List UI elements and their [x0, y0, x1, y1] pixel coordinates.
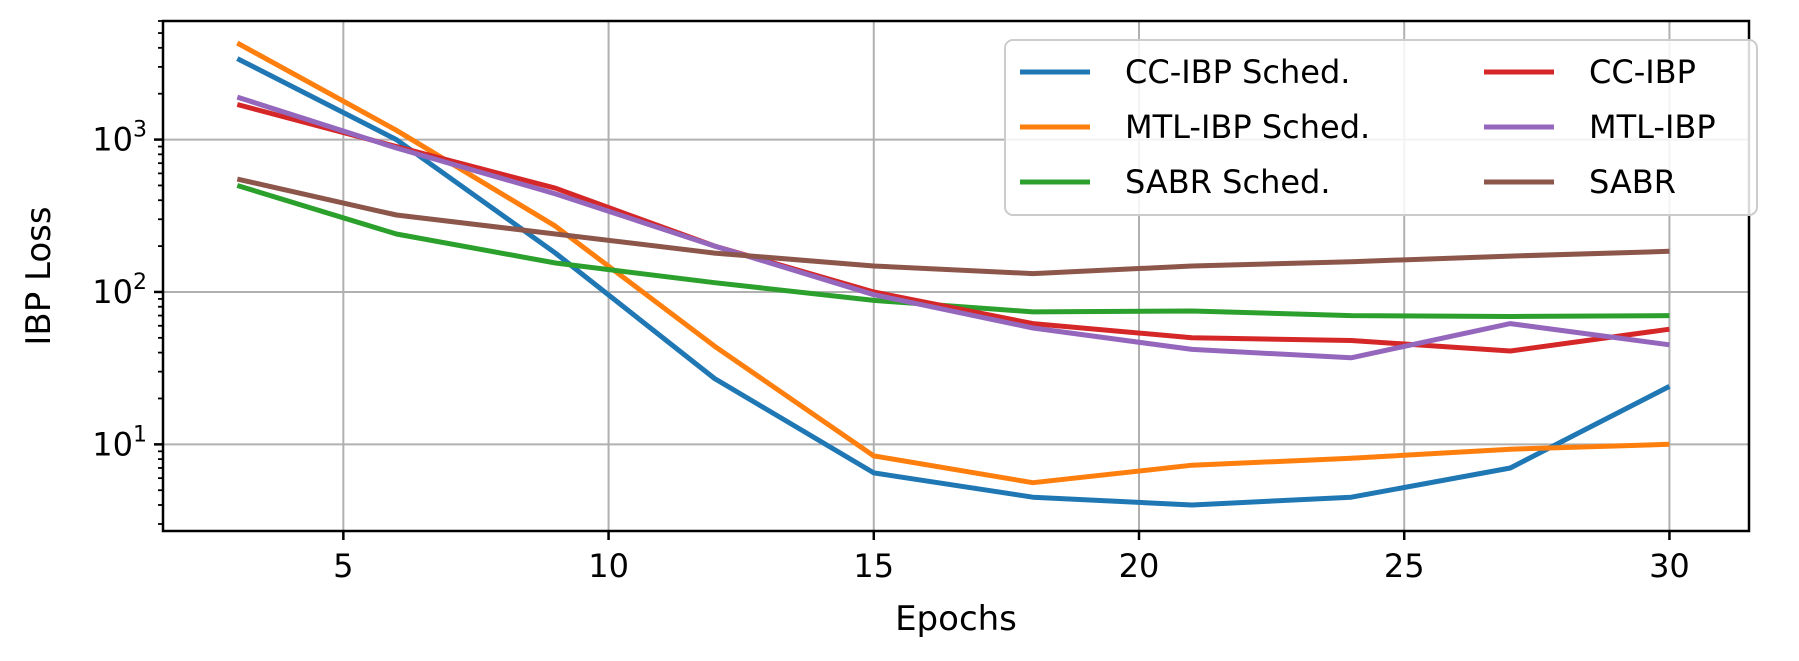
series-cc-ibp-sched: [236, 56, 1671, 508]
x-tick-label: 20: [1119, 547, 1160, 585]
x-tick-label: 10: [588, 547, 629, 585]
series-sabr: [236, 176, 1670, 277]
y-tick-label: 103: [92, 118, 147, 159]
x-tick-label: 5: [333, 547, 353, 585]
x-axis-label: Epochs: [895, 599, 1017, 639]
legend-label: CC-IBP Sched.: [1125, 53, 1350, 91]
series-lines: [236, 40, 1671, 508]
legend-label: MTL-IBP Sched.: [1125, 108, 1370, 146]
legend-label: CC-IBP: [1589, 53, 1696, 91]
legend: CC-IBP Sched. MTL-IBP Sched. SABR Sched. CC…: [1004, 39, 1758, 216]
axis-ticks: 5 10 15 20 25 30 101 102 103: [92, 20, 1690, 585]
x-tick-label: 25: [1384, 547, 1425, 585]
series-mtl-ibp: [236, 94, 1670, 361]
y-tick-label: 101: [92, 422, 147, 463]
legend-box: [1004, 39, 1758, 216]
x-tick-label: 15: [853, 547, 894, 585]
legend-label: MTL-IBP: [1589, 108, 1716, 146]
y-tick-label: 102: [92, 270, 147, 311]
plot-frame: [161, 19, 1751, 533]
series-cc-ibp: [236, 102, 1670, 354]
legend-label: SABR Sched.: [1125, 163, 1331, 201]
legend-label: SABR: [1589, 163, 1676, 201]
x-tick-label: 30: [1649, 547, 1690, 585]
series-mtl-ibp-sched: [236, 40, 1670, 486]
y-axis-label: IBP Loss: [19, 206, 59, 345]
